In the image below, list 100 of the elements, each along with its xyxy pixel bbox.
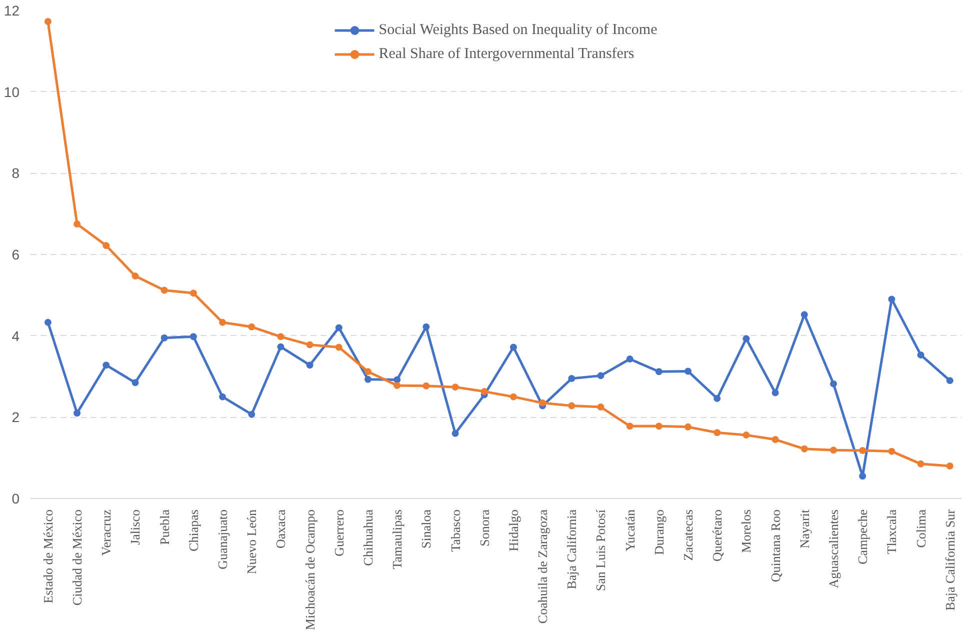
point xyxy=(539,399,546,406)
point xyxy=(74,220,81,228)
x-tick-label: Guanajuato xyxy=(215,510,230,570)
point xyxy=(248,410,256,418)
point xyxy=(480,388,488,396)
y-tick-label: 8 xyxy=(12,165,20,182)
point xyxy=(277,333,284,340)
x-tick-label: Nayarit xyxy=(796,509,812,548)
x-tick-label: Coahuila de Zaragoza xyxy=(535,509,550,624)
x-tick-label: Aguascalientes xyxy=(826,509,841,588)
point xyxy=(422,382,430,390)
legend-label: Real Share of Intergovernmental Transfers xyxy=(378,46,634,62)
point xyxy=(132,272,139,280)
x-tick-label: Tlaxcala xyxy=(884,509,900,554)
x-tick-label: Baja California Sur xyxy=(942,508,958,611)
point xyxy=(44,18,52,25)
point xyxy=(190,290,197,297)
point xyxy=(510,344,517,351)
point xyxy=(714,429,721,436)
point xyxy=(946,462,954,470)
point xyxy=(800,445,808,452)
y-tick-label: 12 xyxy=(4,2,20,18)
point xyxy=(859,447,866,454)
point xyxy=(568,402,576,410)
x-tick-label: Oaxaca xyxy=(273,509,288,548)
point xyxy=(74,410,81,417)
point xyxy=(917,460,924,468)
point xyxy=(830,446,837,454)
x-tick-label: Zacatecas xyxy=(680,510,696,561)
point xyxy=(742,335,750,342)
x-tick-label: Nuevo León xyxy=(244,509,260,574)
x-tick-label: Tabasco xyxy=(448,509,463,552)
point xyxy=(102,362,110,369)
point xyxy=(626,356,634,363)
y-tick-label: 4 xyxy=(12,328,20,344)
point xyxy=(248,323,256,330)
point xyxy=(190,333,197,340)
point xyxy=(219,393,226,400)
point xyxy=(830,380,837,388)
x-tick-label: Yucatán xyxy=(622,509,638,552)
x-tick-label: Chihuahua xyxy=(360,509,376,566)
point xyxy=(888,296,896,303)
x-tick-label: Morelos xyxy=(738,509,754,553)
x-tick-label: Durango xyxy=(651,509,666,555)
point xyxy=(44,318,52,326)
point xyxy=(917,351,924,358)
x-tick-label: Sonora xyxy=(476,509,492,546)
x-tick-label: Ciudad de México xyxy=(70,509,85,606)
point xyxy=(800,311,808,318)
point xyxy=(160,286,168,294)
y-tick-label: 10 xyxy=(4,84,20,100)
point xyxy=(655,422,662,430)
point xyxy=(422,323,430,330)
point xyxy=(132,379,139,386)
y-tick-label: 6 xyxy=(12,246,20,262)
point xyxy=(102,242,110,250)
point xyxy=(306,341,314,348)
x-tick-label: Quintana Roo xyxy=(768,509,783,582)
point xyxy=(626,422,634,430)
x-tick-label: Colima xyxy=(913,509,928,548)
point xyxy=(946,377,954,384)
x-tick-label: Campeche xyxy=(855,509,870,564)
point xyxy=(772,436,779,444)
point xyxy=(714,394,721,402)
x-tick-label: Chiapas xyxy=(186,509,201,552)
point xyxy=(452,384,459,391)
point xyxy=(306,362,314,369)
legend-label: Social Weights Based on Inequality of Income xyxy=(378,22,658,38)
point xyxy=(597,372,604,380)
point xyxy=(568,375,576,382)
x-tick-label: Hidalgo xyxy=(506,509,521,552)
point xyxy=(655,368,662,376)
point xyxy=(335,324,342,332)
x-tick-label: Tamaulipas xyxy=(390,509,405,570)
x-tick-label: Puebla xyxy=(156,509,172,545)
point xyxy=(742,432,750,439)
x-tick-label: Sinaloa xyxy=(418,509,434,548)
point xyxy=(597,404,604,410)
point xyxy=(394,382,401,389)
y-tick-label: 2 xyxy=(12,409,20,426)
point xyxy=(364,376,372,383)
point xyxy=(394,376,401,384)
point xyxy=(335,344,342,351)
point xyxy=(772,389,779,396)
x-tick-label: Baja California xyxy=(564,509,580,590)
point xyxy=(160,334,168,342)
x-tick-label: Guerrero xyxy=(331,509,346,556)
point xyxy=(684,368,692,375)
point xyxy=(452,430,459,437)
point xyxy=(888,448,896,455)
point xyxy=(364,368,372,376)
y-tick-label: 0 xyxy=(12,490,20,506)
point xyxy=(510,393,517,400)
point xyxy=(277,343,284,350)
x-tick-label: Estado de México xyxy=(40,509,56,604)
x-tick-label: San Luis Potosí xyxy=(593,509,608,592)
point xyxy=(859,472,866,480)
x-tick-label: Jalisco xyxy=(128,509,143,545)
x-tick-label: Michoacán de Ocampo xyxy=(302,510,318,630)
x-tick-label: Veracruz xyxy=(98,509,114,556)
